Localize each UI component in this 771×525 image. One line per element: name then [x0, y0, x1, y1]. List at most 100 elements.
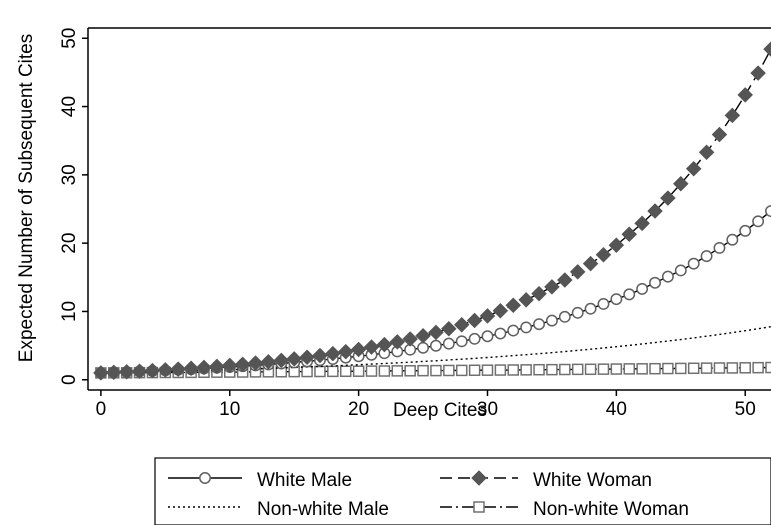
- data-point: [404, 365, 416, 377]
- data-point: [700, 250, 713, 263]
- y-tick-label: 40: [59, 96, 80, 117]
- data-point: [301, 365, 313, 378]
- data-point: [752, 361, 764, 374]
- legend-marker-sample: [199, 472, 211, 484]
- data-point: [105, 364, 122, 381]
- y-tick-label: 0: [59, 374, 80, 385]
- legend-entries: [168, 470, 518, 513]
- data-point: [492, 302, 509, 319]
- data-point: [363, 339, 380, 355]
- data-point: [558, 310, 571, 323]
- data-point: [365, 365, 378, 377]
- data-point: [661, 270, 674, 283]
- data-point: [196, 359, 212, 376]
- data-point: [621, 226, 638, 243]
- data-point: [93, 365, 109, 381]
- data-point: [234, 356, 251, 373]
- data-point: [518, 291, 535, 308]
- data-point: [662, 362, 674, 375]
- data-point: [417, 341, 430, 354]
- y-tick-label: 20: [59, 233, 80, 254]
- data-point: [468, 332, 481, 345]
- x-tick-label: 30: [477, 399, 498, 420]
- data-point: [765, 205, 771, 217]
- data-point: [623, 288, 636, 301]
- data-point: [698, 144, 715, 161]
- data-point: [481, 330, 494, 343]
- data-point: [726, 233, 739, 246]
- x-tick-label: 0: [96, 399, 107, 420]
- data-point: [430, 364, 442, 377]
- legend-box: [154, 457, 771, 525]
- data-point: [520, 364, 532, 376]
- data-point: [584, 363, 597, 376]
- data-point: [299, 349, 315, 366]
- series-line: [100, 48, 771, 374]
- legend-label-nonwhite-male: Non-white Male: [257, 499, 389, 520]
- data-point: [713, 241, 726, 254]
- data-point: [649, 276, 661, 289]
- data-point: [314, 365, 326, 378]
- data-point: [428, 324, 444, 341]
- data-point: [352, 365, 365, 377]
- data-point: [417, 364, 429, 377]
- data-point: [559, 363, 571, 376]
- data-point: [157, 361, 174, 378]
- data-point: [724, 107, 741, 124]
- y-ticks: 0 10 20 30 40 50: [59, 28, 88, 385]
- data-point: [507, 364, 520, 376]
- data-point: [455, 335, 468, 348]
- x-tick-label: 40: [606, 399, 627, 420]
- data-point: [453, 316, 470, 333]
- data-point: [634, 215, 650, 232]
- data-point: [546, 363, 558, 376]
- data-point: [391, 365, 404, 377]
- data-point: [582, 255, 599, 272]
- data-point: [440, 320, 457, 337]
- data-point: [597, 363, 610, 375]
- data-point: [494, 364, 507, 376]
- data-point: [700, 362, 713, 374]
- data-point: [649, 362, 661, 375]
- data-point: [750, 65, 766, 81]
- data-point: [763, 41, 771, 58]
- data-point: [481, 364, 494, 376]
- data-point: [571, 306, 584, 319]
- legend-marker-sample: [471, 470, 487, 486]
- data-point: [610, 293, 623, 306]
- data-point: [118, 363, 135, 380]
- x-tick-label: 10: [219, 399, 240, 420]
- data-point: [507, 324, 520, 337]
- data-point: [443, 364, 455, 377]
- data-point: [312, 347, 328, 364]
- legend: White Male White Woman Non-white Male No…: [154, 457, 771, 525]
- data-point: [260, 353, 277, 370]
- data-point: [376, 336, 393, 353]
- data-point: [675, 362, 687, 375]
- data-point: [415, 327, 431, 344]
- data-point: [520, 321, 533, 334]
- data-point: [647, 203, 663, 219]
- series-layer: [93, 41, 771, 381]
- data-point: [672, 175, 689, 192]
- data-point: [531, 285, 547, 302]
- y-axis-title: Expected Number of Subsequent Cites: [16, 34, 37, 362]
- series-non-white-woman: [95, 361, 771, 379]
- data-point: [389, 334, 406, 350]
- data-point: [660, 190, 676, 206]
- data-point: [350, 341, 367, 358]
- data-point: [402, 331, 419, 347]
- data-point: [597, 297, 610, 310]
- series-white-male: [94, 205, 771, 379]
- data-point: [505, 297, 522, 314]
- data-point: [726, 362, 739, 374]
- data-point: [687, 257, 700, 270]
- data-point: [545, 314, 558, 327]
- x-tick-label: 50: [735, 399, 756, 420]
- data-point: [636, 282, 649, 295]
- data-point: [674, 264, 687, 277]
- legend-label-nonwhite-woman: Non-white Woman: [533, 499, 689, 520]
- data-point: [494, 327, 507, 340]
- data-point: [442, 337, 455, 350]
